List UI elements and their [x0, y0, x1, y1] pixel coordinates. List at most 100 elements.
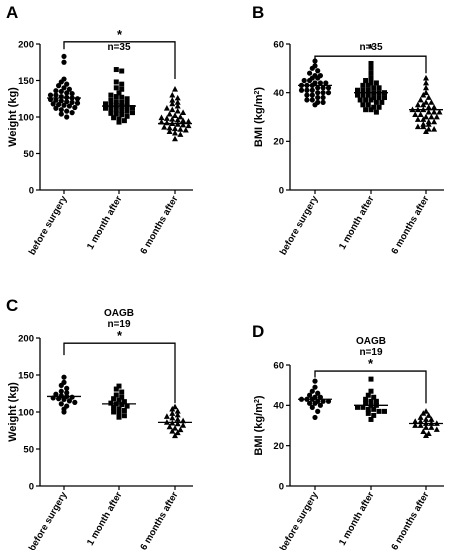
data-point-circle	[315, 408, 321, 414]
data-point-circle	[61, 85, 67, 91]
data-point-triangle	[423, 432, 429, 438]
data-point-square	[368, 65, 374, 71]
data-point-triangle	[174, 411, 181, 418]
data-point-circle	[56, 101, 62, 108]
data-point-square	[363, 97, 369, 103]
data-point-triangle	[423, 74, 429, 81]
data-point-triangle	[425, 108, 432, 115]
data-point-circle	[74, 100, 81, 106]
data-point-triangle	[425, 125, 432, 132]
data-point-triangle	[425, 121, 432, 127]
data-point-triangle	[172, 125, 178, 132]
data-point-square	[124, 104, 130, 110]
data-point-square	[108, 92, 114, 98]
data-point-circle	[61, 102, 67, 108]
data-point-square	[373, 80, 379, 86]
data-point-triangle	[423, 113, 429, 120]
data-point-square	[111, 396, 117, 402]
data-point-triangle	[180, 117, 187, 124]
data-point-triangle	[180, 422, 187, 428]
data-point-square	[368, 398, 374, 404]
data-point-square	[363, 107, 369, 113]
data-point-square	[124, 113, 130, 119]
data-point-triangle	[423, 79, 429, 86]
data-point-circle	[53, 88, 59, 94]
y-tick-label: 20	[273, 137, 284, 148]
y-axis-label-main: BMI (kg/m	[253, 94, 265, 147]
data-point-triangle	[433, 426, 440, 432]
y-axis-label: Weight (kg)	[7, 382, 19, 442]
y-axis-label-end: )	[253, 395, 265, 399]
data-point-triangle	[174, 99, 181, 105]
data-point-square	[121, 118, 127, 124]
data-point-square	[108, 97, 114, 103]
data-point-square	[363, 396, 369, 402]
panel-letter: D	[252, 322, 264, 341]
data-point-square	[124, 108, 130, 114]
y-tick-label: 0	[29, 185, 34, 196]
significance-star: *	[368, 356, 374, 371]
data-point-circle	[315, 94, 321, 101]
data-point-triangle	[169, 97, 176, 103]
data-point-circle	[72, 104, 78, 111]
data-point-square	[363, 78, 369, 83]
y-axis-label-main: BMI (kg/m	[253, 403, 265, 456]
data-point-circle	[309, 65, 315, 71]
data-point-square	[357, 97, 363, 103]
y-tick-label: 150	[18, 370, 34, 381]
data-point-square	[376, 95, 382, 101]
data-point-square	[113, 102, 119, 108]
data-point-square	[371, 406, 377, 412]
data-point-triangle	[169, 91, 176, 98]
data-point-triangle	[174, 416, 181, 422]
data-point-circle	[56, 83, 62, 89]
data-point-square	[360, 82, 366, 88]
data-point-triangle	[163, 115, 170, 121]
data-point-square	[116, 383, 122, 389]
data-point-triangle	[169, 405, 176, 412]
y-tick-label: 0	[279, 481, 284, 492]
data-point-square	[103, 101, 108, 107]
data-point-square	[113, 79, 119, 85]
data-point-circle	[66, 398, 72, 404]
data-point-circle	[312, 400, 318, 406]
chart-panel-a: An=35 0 50 100 150 200 Weight (kg) before surge…	[6, 3, 193, 257]
data-point-triangle	[423, 128, 429, 134]
data-point-triangle	[174, 408, 181, 414]
significance-star: *	[117, 27, 123, 42]
data-point-triangle	[172, 403, 178, 410]
data-point-circle	[301, 77, 307, 84]
data-point-triangle	[423, 416, 429, 422]
data-point-circle	[61, 374, 67, 380]
x-tick-label: 6 months after	[138, 490, 180, 550]
y-axis-label-superscript: 2	[254, 91, 261, 95]
data-point-square	[368, 107, 374, 113]
data-point-triangle	[417, 422, 424, 428]
y-axis-label: Weight (kg)	[7, 87, 19, 147]
data-point-circle	[64, 108, 70, 114]
data-point-triangle	[420, 116, 427, 122]
data-point-square	[119, 107, 125, 113]
data-point-circle	[58, 382, 64, 388]
data-point-triangle	[412, 422, 419, 428]
panel-letter: B	[252, 3, 264, 22]
data-point-square	[116, 119, 122, 125]
data-point-circle	[304, 92, 310, 98]
data-point-triangle	[158, 114, 165, 121]
data-point-circle	[309, 404, 315, 410]
x-tick-label: before surgery	[27, 489, 70, 550]
data-point-square	[119, 94, 125, 100]
data-point-triangle	[417, 418, 424, 424]
panel-letter: A	[6, 3, 18, 22]
data-point-triangle	[425, 94, 432, 100]
data-point-square	[124, 96, 130, 102]
data-point-circle	[325, 85, 332, 91]
data-point-square	[371, 394, 377, 400]
data-point-square	[116, 397, 122, 403]
data-point-square	[113, 94, 119, 100]
y-axis-label-end: )	[253, 87, 265, 91]
data-point-triangle	[428, 113, 435, 120]
data-point-square	[119, 402, 125, 408]
data-point-square	[368, 80, 374, 86]
data-point-square	[111, 115, 117, 121]
